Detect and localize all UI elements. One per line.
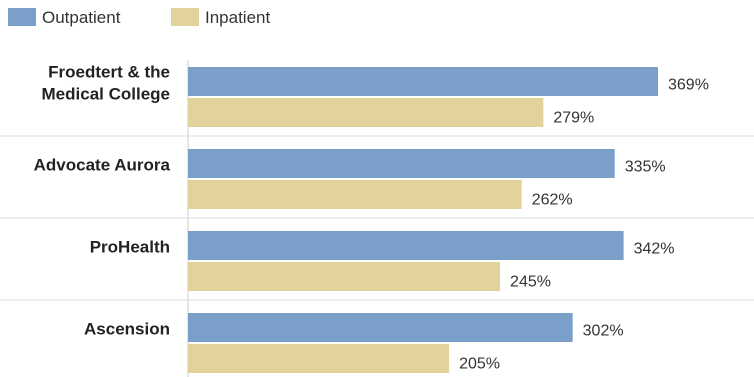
bar-group: Advocate Aurora 335% 262% (34, 149, 666, 209)
bar-outpatient (188, 313, 573, 342)
bar-inpatient (188, 344, 450, 373)
value-label-outpatient: 335% (625, 159, 666, 176)
bar-inpatient (188, 262, 501, 291)
value-label-inpatient: 279% (553, 110, 594, 127)
legend-swatch-outpatient (8, 8, 36, 26)
legend-swatch-inpatient (171, 8, 199, 26)
category-label: Advocate Aurora (34, 156, 171, 175)
legend-label-outpatient: Outpatient (42, 8, 121, 27)
category-label: Medical College (42, 85, 170, 104)
bar-outpatient (188, 231, 624, 260)
category-label: Ascension (84, 320, 170, 339)
legend: Outpatient Inpatient (8, 8, 270, 27)
category-label: ProHealth (90, 238, 170, 257)
category-label: Froedtert & the (48, 63, 170, 82)
value-label-outpatient: 369% (668, 77, 709, 94)
bar-group: Froedtert & the Medical College 369% 279% (42, 63, 709, 127)
bar-group: ProHealth 342% 245% (90, 231, 675, 291)
value-label-outpatient: 342% (634, 241, 675, 258)
value-label-inpatient: 245% (510, 274, 551, 291)
legend-label-inpatient: Inpatient (205, 8, 270, 27)
bar-groups: Froedtert & the Medical College 369% 279% Ad… (34, 63, 709, 373)
bar-inpatient (188, 98, 544, 127)
bar-group: Ascension 302% 205% (84, 313, 624, 373)
value-label-inpatient: 205% (459, 356, 500, 373)
value-label-outpatient: 302% (583, 323, 624, 340)
bar-outpatient (188, 67, 658, 96)
bar-outpatient (188, 149, 615, 178)
value-label-inpatient: 262% (532, 192, 573, 209)
bar-inpatient (188, 180, 522, 209)
